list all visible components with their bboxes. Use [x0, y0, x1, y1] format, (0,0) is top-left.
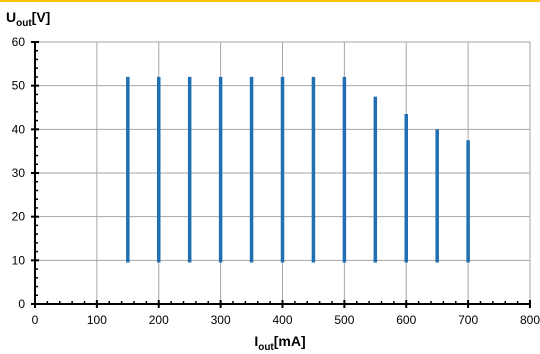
tick-labels: 0 100 200 300 400 500 600 700 800 0 10 20 30 40 50 60 — [12, 35, 540, 327]
x-axis-title-sub: out — [258, 342, 274, 353]
x-tick-label: 300 — [211, 313, 231, 327]
y-tick-label: 60 — [12, 35, 26, 49]
x-tick-label: 700 — [458, 313, 478, 327]
x-tick-label: 600 — [396, 313, 416, 327]
y-axis-title-main: U — [6, 9, 16, 25]
y-axis-title-unit: [V] — [32, 9, 51, 25]
y-tick-label: 20 — [12, 210, 26, 224]
y-axis-title-sub: out — [16, 18, 32, 29]
axes — [31, 41, 531, 308]
x-axis-title: Iout[mA] — [254, 333, 305, 353]
x-axis-title-main: I — [254, 333, 258, 349]
x-tick-label: 800 — [520, 313, 540, 327]
y-tick-label: 10 — [12, 253, 26, 267]
y-tick-label: 0 — [18, 297, 25, 311]
range-bars — [126, 76, 470, 263]
x-tick-label: 500 — [334, 313, 354, 327]
y-tick-label: 30 — [12, 166, 26, 180]
y-tick-label: 50 — [12, 79, 26, 93]
x-tick-label: 100 — [87, 313, 107, 327]
x-tick-label: 400 — [272, 313, 292, 327]
x-tick-label: 0 — [32, 313, 39, 327]
x-axis-title-unit: [mA] — [274, 333, 306, 349]
y-tick-label: 40 — [12, 122, 26, 136]
y-axis-title: Uout[V] — [6, 9, 50, 29]
x-tick-label: 200 — [149, 313, 169, 327]
